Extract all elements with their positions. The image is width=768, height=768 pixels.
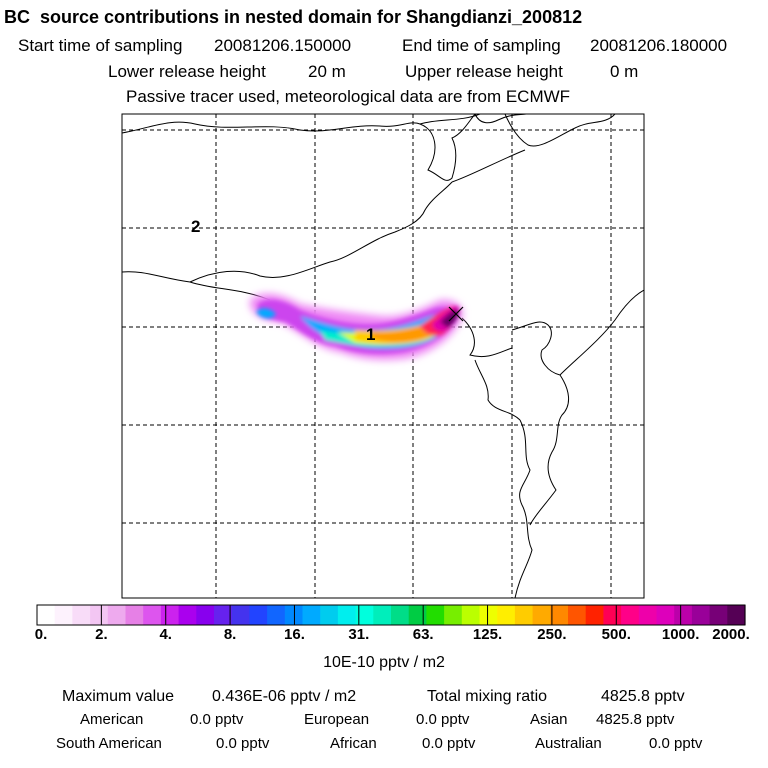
colorbar-unit: 10E-10 pptv / m2	[323, 654, 445, 671]
end-time-value: 20081206.180000	[590, 36, 728, 55]
region-asian-value: 4825.8 pptv	[596, 711, 675, 728]
colorbar-tick-label: 0.	[34, 626, 48, 643]
colorbar-cell	[284, 605, 304, 625]
colorbar-tick-label: 8.	[223, 626, 237, 643]
colorbar-cell	[72, 605, 91, 625]
region-south-american-value: 0.0 pptv	[216, 735, 270, 752]
start-time-label: Start time of sampling	[18, 36, 183, 55]
colorbar-cell	[107, 605, 127, 625]
region-african-label: African	[330, 735, 377, 752]
max-value-label: Maximum value	[62, 688, 175, 705]
region-african-value: 0.0 pptv	[422, 735, 476, 752]
colorbar-cell	[585, 605, 604, 625]
lower-height-label: Lower release height	[108, 62, 266, 81]
colorbar-cell	[497, 605, 516, 625]
colorbar-cell	[249, 605, 268, 625]
colorbar-tick-label: 63.	[412, 626, 434, 643]
colorbar-cell	[621, 605, 640, 625]
colorbar-cell	[444, 605, 463, 625]
colorbar-cell	[125, 605, 144, 625]
colorbar-cell	[391, 605, 410, 625]
colorbar-tick-label: 2000.	[712, 626, 750, 643]
colorbar-tick-label: 1000.	[661, 626, 700, 643]
colorbar-cell	[426, 605, 445, 625]
colorbar-cell	[90, 605, 109, 625]
colorbar-tick-label: 4.	[159, 626, 172, 643]
region-european-value: 0.0 pptv	[416, 711, 470, 728]
colorbar-cell	[178, 605, 197, 625]
region-australian-value: 0.0 pptv	[649, 735, 703, 752]
colorbar-cell	[479, 605, 498, 625]
colorbar-cell	[727, 605, 746, 625]
colorbar-cell	[143, 605, 162, 625]
colorbar-cell	[532, 605, 551, 625]
colorbar-tick-label: 500.	[601, 626, 631, 643]
colorbar-cell	[337, 605, 357, 625]
colorbar-cell	[550, 605, 569, 625]
concentration-plume	[249, 293, 463, 360]
end-time-label: End time of sampling	[402, 36, 561, 55]
total-mixing-label: Total mixing ratio	[427, 688, 548, 705]
map-label-1: 1	[366, 325, 375, 344]
max-value: 0.436E-06 pptv / m2	[212, 688, 357, 705]
colorbar-cell	[373, 605, 392, 625]
region-american-value: 0.0 pptv	[190, 711, 244, 728]
colorbar-tick-label: 31.	[348, 626, 370, 643]
colorbar-cell	[656, 605, 675, 625]
colorbar-tick-label: 16.	[284, 626, 305, 643]
colorbar-tick-label: 250.	[537, 626, 567, 643]
colorbar-cell	[568, 605, 587, 625]
colorbar-cell	[408, 605, 427, 625]
region-american-label: American	[80, 711, 144, 728]
colorbar-cell	[196, 605, 215, 625]
map-label-2: 2	[191, 217, 200, 236]
region-european-label: European	[304, 711, 370, 728]
total-mixing-value: 4825.8 pptv	[601, 688, 685, 705]
colorbar-cell	[461, 605, 481, 625]
start-time-value: 20081206.150000	[214, 36, 352, 55]
colorbar-cell	[160, 605, 180, 625]
lower-height-value: 20 m	[308, 62, 346, 81]
colorbar-cell	[709, 605, 728, 625]
upper-height-label: Upper release height	[405, 62, 563, 81]
colorbar-cell	[267, 605, 286, 625]
colorbar-cell	[302, 605, 321, 625]
colorbar-cell	[603, 605, 622, 625]
colorbar-tick-label: 2.	[95, 626, 108, 643]
colorbar-cell	[355, 605, 374, 625]
colorbar-cell	[691, 605, 711, 625]
colorbar-cell	[214, 605, 233, 625]
region-australian-label: Australian	[535, 735, 602, 752]
map-frame	[121, 113, 645, 599]
colorbar-cell	[231, 605, 250, 625]
upper-height-value: 0 m	[610, 62, 639, 81]
coastlines	[122, 114, 644, 598]
colorbar-tick-label: 125.	[472, 626, 503, 643]
colorbar-cell	[37, 605, 56, 625]
region-asian-label: Asian	[530, 711, 568, 728]
region-south-american-label: South American	[56, 735, 162, 752]
colorbar-cell	[514, 605, 534, 625]
receptor-x-marker	[448, 306, 464, 322]
info-line: Passive tracer used, meteorological data…	[126, 87, 571, 106]
colorbar-cell	[674, 605, 693, 625]
page-title: BC source contributions in nested domain…	[4, 7, 583, 27]
colorbar-cell	[638, 605, 658, 625]
colorbar-cell	[320, 605, 339, 625]
colorbar-cell	[54, 605, 73, 625]
